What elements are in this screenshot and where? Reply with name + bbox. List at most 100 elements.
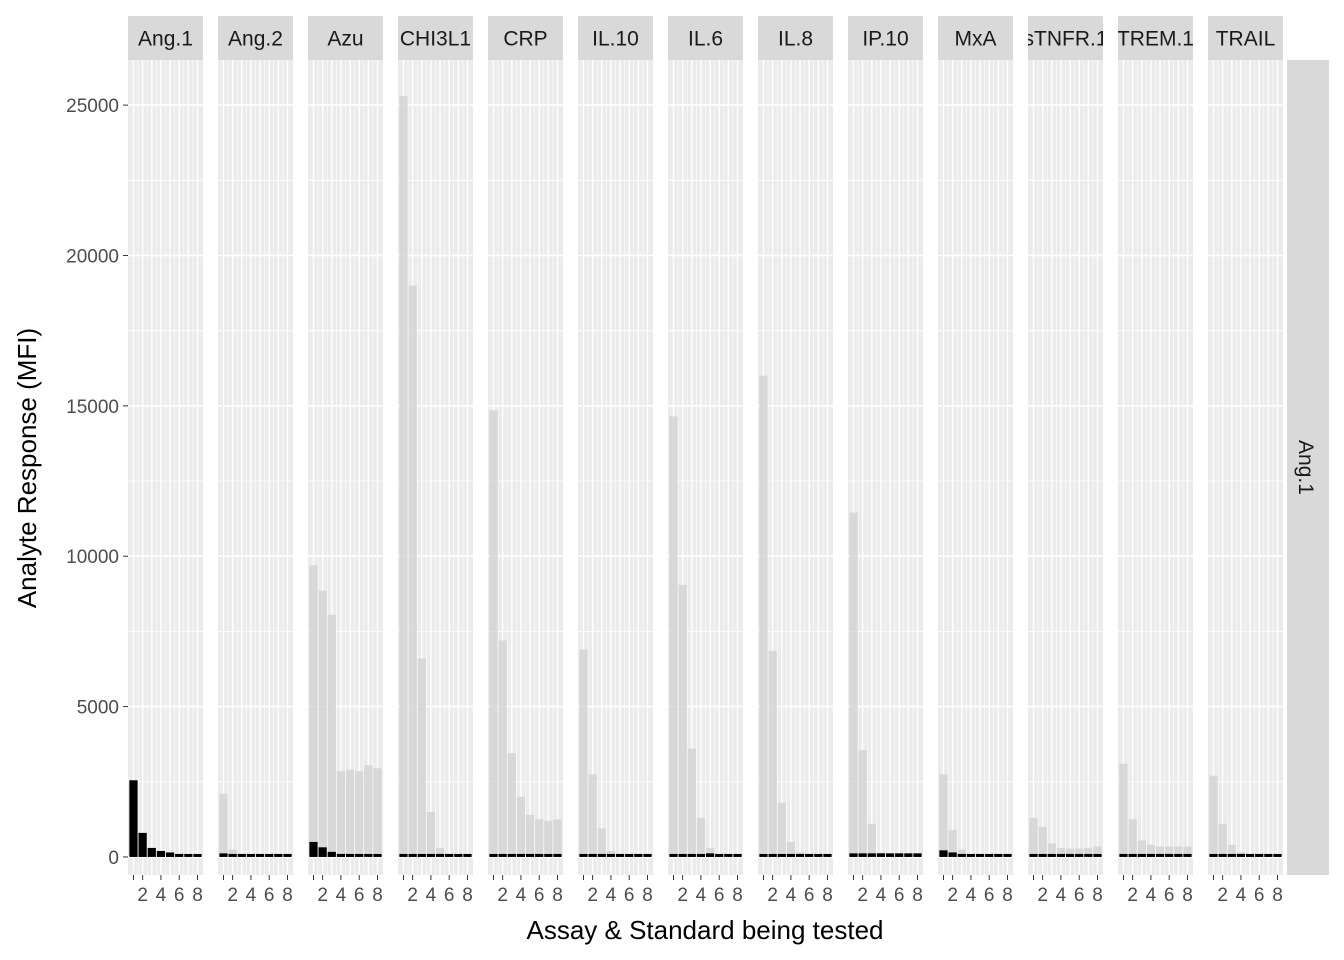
x-tick-label: 6 (894, 885, 905, 906)
bar-self (535, 853, 544, 857)
bar-self (309, 841, 318, 857)
facet-strip-background (848, 16, 923, 60)
x-tick-label: 8 (372, 885, 383, 906)
bar-self (1093, 853, 1102, 857)
bar-self (1165, 853, 1174, 857)
bar-self (1084, 853, 1093, 857)
bar-other (364, 765, 373, 857)
bar-self (193, 853, 202, 857)
bar-other (678, 584, 687, 857)
bar-self (156, 850, 166, 857)
bar-other (768, 650, 777, 857)
bar-other (939, 774, 948, 857)
bar-self (1075, 853, 1084, 857)
bar-other (669, 416, 678, 857)
bar-other (687, 748, 696, 857)
facet-strip-label: IP.10 (862, 28, 908, 51)
bar-self (345, 853, 355, 857)
bar-self (265, 853, 274, 857)
bar-self (966, 853, 976, 857)
bar-self (507, 853, 516, 857)
bar-self (814, 853, 823, 857)
facet-strip-background (758, 16, 833, 60)
facet-strip-background (1208, 16, 1283, 60)
bar-self (1218, 853, 1227, 857)
bar-other (516, 796, 526, 857)
x-tick-label: 8 (732, 885, 743, 906)
facet-panel: Ang.2 2 4 6 8 (218, 16, 293, 906)
bar-other (1047, 843, 1056, 857)
x-tick-label: 2 (227, 885, 238, 906)
bar-other (309, 565, 318, 857)
x-tick-label: 6 (1254, 885, 1265, 906)
bar-self (1029, 853, 1038, 857)
facet-panel: IL.6 2 4 6 8 (668, 16, 743, 906)
bar-other (435, 847, 445, 857)
bar-self (318, 847, 327, 857)
facet-panel: CHI3L1 2 4 6 8 (398, 16, 473, 906)
x-tick-label: 6 (534, 885, 545, 906)
bar-other (318, 590, 327, 857)
bar-other (1137, 840, 1146, 857)
facet-strip-label: Azu (327, 28, 363, 51)
x-tick-label: 2 (1127, 885, 1138, 906)
bar-other (579, 649, 588, 857)
bar-other (417, 658, 426, 857)
bar-other (1029, 817, 1038, 857)
x-tick-label: 6 (174, 885, 185, 906)
facet-panel: IL.8 2 4 6 8 (758, 16, 833, 906)
bar-other (705, 847, 715, 857)
bar-self (165, 852, 175, 857)
bar-other (588, 774, 597, 857)
bar-self (715, 853, 724, 857)
bar-other (1119, 763, 1128, 857)
bar-self (408, 853, 417, 857)
bar-self (579, 853, 588, 857)
bar-other (327, 614, 336, 857)
x-tick-label: 6 (1074, 885, 1085, 906)
bar-self (1236, 853, 1246, 857)
x-tick-label: 4 (966, 885, 977, 906)
bar-self (597, 853, 606, 857)
bar-other (606, 850, 616, 857)
bar-other (507, 753, 516, 857)
bar-self (985, 853, 994, 857)
bar-self (904, 853, 913, 857)
bar-self (138, 832, 147, 857)
bar-other (1075, 848, 1084, 857)
facet-strip-background (1118, 16, 1193, 60)
bar-self (939, 850, 948, 857)
facet-strip-background (128, 16, 203, 60)
x-tick-label: 4 (606, 885, 617, 906)
bar-self (1003, 853, 1012, 857)
bar-other (786, 841, 796, 857)
bar-self (678, 853, 687, 857)
x-tick-label: 8 (282, 885, 293, 906)
facet-panel: CRP 2 4 6 8 (488, 16, 563, 906)
facet-strip-label: IL.6 (688, 28, 723, 51)
x-tick-label: 6 (444, 885, 455, 906)
bar-other (1155, 846, 1165, 857)
facet-panel: sTNFR.1 2 4 6 8 (1028, 16, 1103, 906)
bar-other (1174, 846, 1183, 857)
bar-self (885, 853, 895, 857)
bar-self (669, 853, 678, 857)
bar-other (525, 814, 535, 857)
x-tick-label: 6 (984, 885, 995, 906)
x-tick-label: 8 (1002, 885, 1013, 906)
bar-self (147, 847, 156, 857)
x-tick-label: 4 (696, 885, 707, 906)
bar-self (724, 853, 733, 857)
bar-self (823, 853, 832, 857)
bar-other (426, 811, 436, 857)
x-tick-label: 4 (516, 885, 527, 906)
facet-strip-label: MxA (955, 28, 997, 51)
bar-self (283, 853, 292, 857)
bar-other (696, 817, 706, 857)
facet-strip-background (218, 16, 293, 60)
x-tick-label: 8 (1092, 885, 1103, 906)
x-tick-label: 2 (677, 885, 688, 906)
bar-self (129, 780, 138, 857)
y-tick-label: 25000 (66, 96, 119, 117)
